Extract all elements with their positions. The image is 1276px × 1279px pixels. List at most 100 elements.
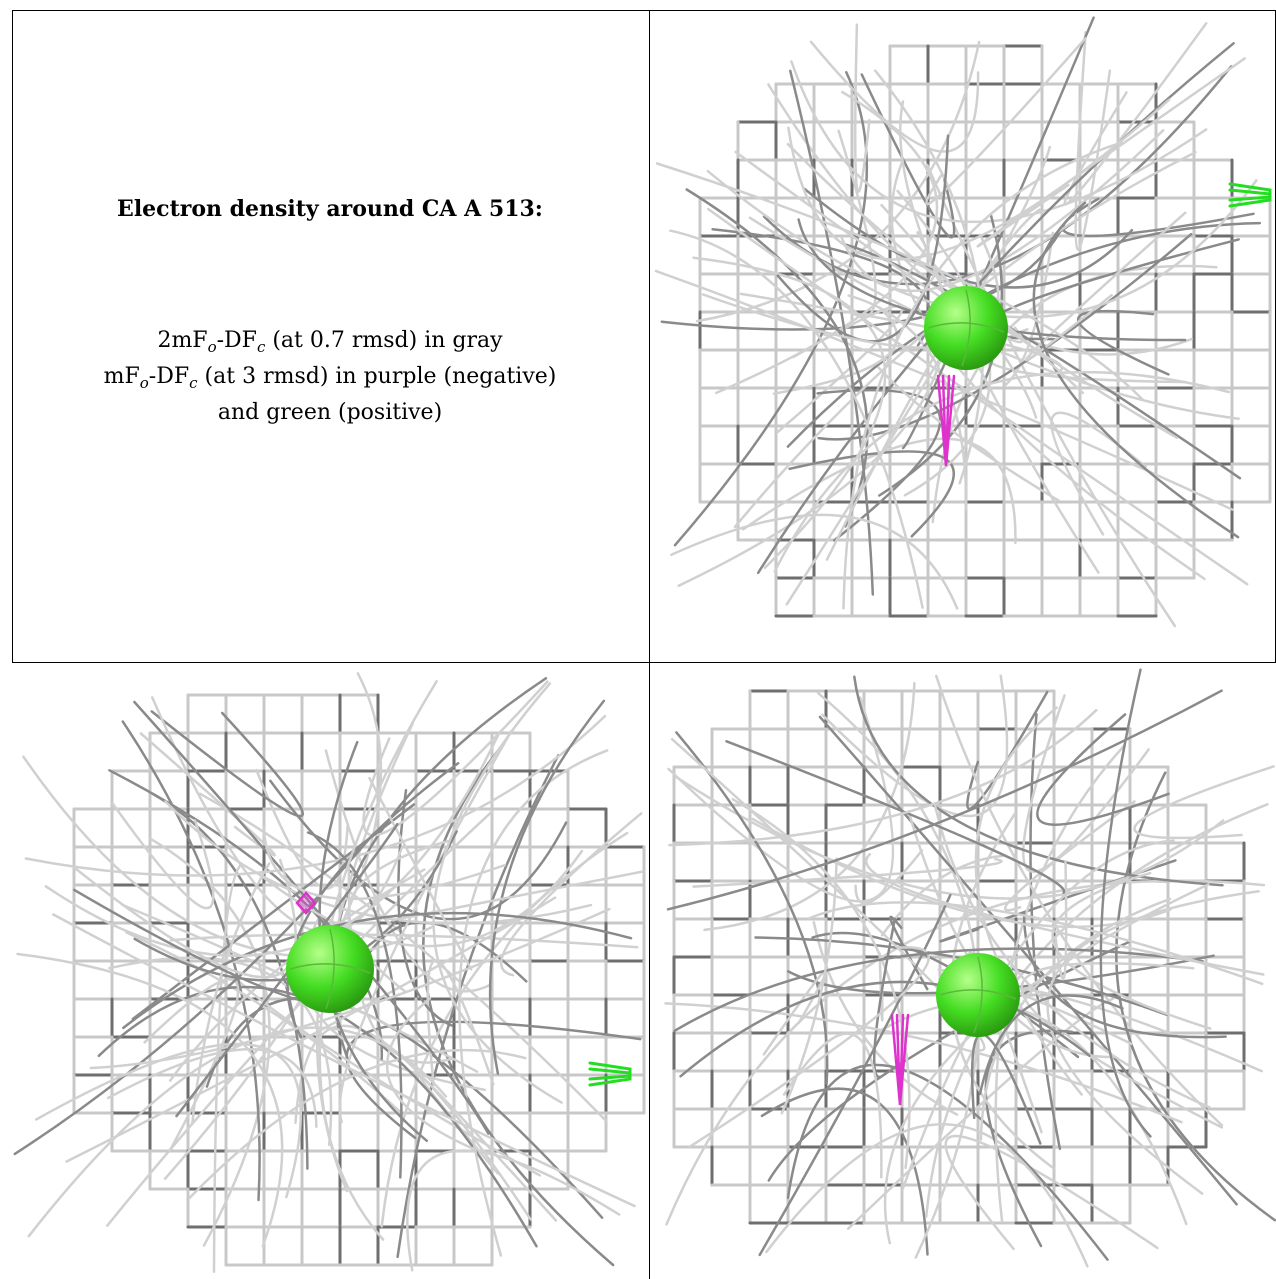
mesh-strand — [175, 822, 399, 1118]
mesh-strand — [1050, 411, 1147, 536]
caption-subscript: c — [189, 374, 198, 392]
mesh-strand — [816, 691, 980, 1259]
calcium-atom-icon — [924, 286, 1008, 370]
mesh-strand — [458, 749, 609, 1257]
caption-text: (at 0.7 rmsd) in gray — [265, 328, 503, 353]
mesh-strand — [817, 232, 1193, 441]
mesh-strand — [1022, 694, 1150, 873]
mesh-strand — [934, 674, 1224, 1127]
mesh-strand — [89, 907, 611, 1070]
mesh-strand — [878, 212, 1004, 497]
mesh-strand — [767, 940, 1131, 1182]
mesh-strand — [1051, 871, 1212, 1030]
mesh-strand — [16, 952, 284, 1248]
mesh-strand — [901, 839, 1175, 1192]
mesh-strand — [422, 744, 615, 1267]
mesh-strand — [188, 1048, 527, 1199]
table-border-middle — [12, 662, 1276, 663]
mesh-strand — [65, 896, 557, 1163]
mesh-strand — [52, 913, 636, 1208]
mesh-strand — [782, 1032, 883, 1179]
mesh-strand — [748, 216, 1240, 420]
mesh-strand — [666, 689, 1223, 911]
mesh-strand — [1046, 890, 1260, 1195]
mesh-strand — [488, 699, 606, 1075]
figure-table: Electron density around CA A 513: 2mFo-D… — [12, 10, 1276, 1279]
mesh-strand — [924, 803, 1269, 1219]
caption-text: -DF — [148, 364, 190, 389]
mesh-strand — [499, 812, 643, 977]
caption-title: Electron density around CA A 513: — [117, 196, 543, 222]
density-mesh-top-right — [654, 16, 1272, 628]
mesh-strand — [809, 40, 980, 153]
mesh-strand — [786, 1063, 1109, 1261]
mesh-strand — [406, 1149, 621, 1272]
mesh-strand — [1024, 211, 1187, 362]
mesh-strand — [670, 737, 986, 1052]
mesh-strand — [688, 946, 930, 1149]
atom-mesh-overlay — [939, 956, 1017, 1034]
mesh-strand — [789, 69, 875, 596]
mesh-strand — [664, 1002, 1183, 1124]
mesh-strand — [821, 674, 1009, 818]
caption-subscript: o — [139, 374, 149, 392]
mesh-strand — [788, 450, 955, 538]
negative-density-icon — [890, 1013, 910, 1106]
caption-text: -DF — [216, 328, 257, 353]
mesh-strand — [979, 897, 1172, 1141]
mesh-strand — [1099, 668, 1152, 1138]
density-mesh-bottom-right — [664, 668, 1276, 1268]
mesh-strand — [347, 839, 450, 994]
negative-density-icon — [295, 891, 317, 915]
mesh-strand — [773, 370, 1231, 573]
mesh-strand — [842, 141, 1123, 610]
calcium-atom-icon — [286, 925, 374, 1013]
mesh-strand — [812, 920, 959, 1116]
mesh-strand — [34, 1042, 302, 1199]
mesh-strand — [73, 858, 297, 979]
view-bottom-right — [652, 665, 1276, 1279]
mesh-strand — [674, 775, 1225, 900]
atom-mesh-overlay — [927, 289, 1005, 367]
mesh-strand — [692, 256, 887, 570]
mesh-strand — [368, 776, 473, 971]
caption-subscript: o — [207, 338, 217, 356]
mesh-strand — [1032, 201, 1240, 539]
mesh-strand — [675, 731, 829, 1085]
mesh-strand — [1029, 712, 1062, 1151]
mesh-strand — [386, 997, 476, 1151]
mesh-strand — [1003, 800, 1136, 912]
mesh-strand — [190, 862, 271, 1126]
caption-line-purple: mFo-DFc (at 3 rmsd) in purple (negative) — [12, 362, 648, 398]
mesh-strand — [873, 69, 985, 485]
mesh-strand — [122, 911, 633, 1030]
mesh-strand — [212, 863, 243, 1273]
mesh-strand — [205, 996, 604, 1219]
caption-text: mF — [103, 364, 140, 389]
mesh-strand — [725, 740, 1066, 894]
mesh-strand — [944, 1134, 1159, 1251]
mesh-strand — [731, 798, 911, 1170]
mesh-strand — [1022, 911, 1227, 1039]
mesh-strand — [362, 680, 549, 837]
mesh-strand — [853, 23, 871, 193]
mesh-strand — [765, 1123, 1089, 1268]
negative-density-icon — [936, 374, 956, 467]
caption-cell: Electron density around CA A 513: 2mFo-D… — [12, 10, 648, 662]
mesh-strand — [860, 73, 956, 239]
caption-legend: 2mFo-DFc (at 0.7 rmsd) in gray mFo-DFc (… — [12, 326, 648, 428]
mesh-strand — [143, 978, 240, 1153]
positive-density-icon — [1228, 182, 1272, 208]
mesh-strand — [878, 952, 884, 1022]
mesh-strand — [715, 90, 939, 395]
caption-subscript: c — [256, 338, 266, 356]
mesh-strand — [670, 513, 959, 610]
caption-text: (at 3 rmsd) in purple (negative) — [197, 364, 557, 389]
caption-text: 2mF — [157, 328, 208, 353]
view-bottom-left — [12, 665, 646, 1279]
mesh-strand — [706, 169, 1258, 319]
mesh-strand — [797, 218, 1187, 342]
mesh-strand — [994, 743, 1127, 1223]
mesh-strand — [758, 893, 952, 1257]
view-top-right — [652, 10, 1274, 638]
